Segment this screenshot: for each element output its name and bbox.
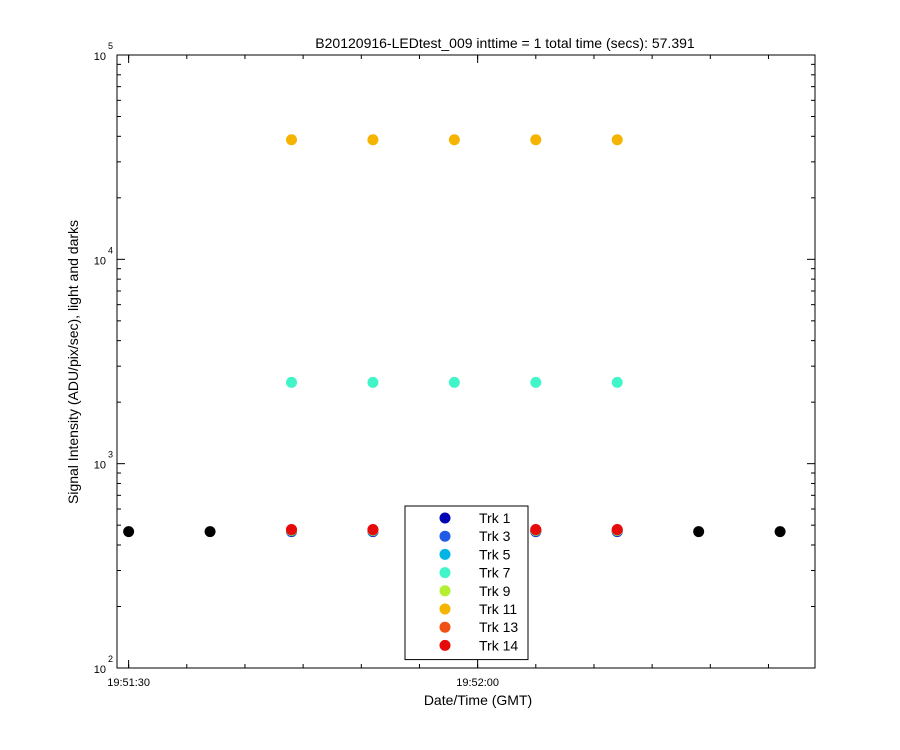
legend-label: Trk 9 [479,583,511,599]
data-point [530,524,542,536]
chart-title: B20120916-LEDtest_009 inttime = 1 total … [315,35,695,51]
y-tick-label-exponent: 3 [108,450,113,460]
legend-label: Trk 7 [479,565,511,581]
data-point [448,376,460,388]
data-point [611,134,623,146]
data-point [367,524,379,536]
data-point [448,134,460,146]
x-axis-label: Date/Time (GMT) [424,692,532,708]
legend: Trk 1 Trk 3 Trk 5 Trk 7 Trk 9 Trk 11 Trk 13 Trk… [404,505,529,661]
data-point [530,134,542,146]
y-axis-label: Signal Intensity (ADU/pix/sec), light an… [65,220,81,504]
legend-marker [439,530,451,542]
y-tick-label-exponent: 2 [108,654,113,664]
data-point [611,376,623,388]
data-point [286,376,297,388]
y-tick-label-base: 10 [94,664,106,676]
data-point [286,524,297,536]
y-tick-label-base: 10 [94,51,106,63]
legend-marker [439,603,451,615]
data-point [367,376,379,388]
data-point [286,134,297,146]
data-point [367,134,379,146]
legend-label: Trk 5 [479,546,511,562]
y-tick-label-exponent: 4 [108,245,113,255]
legend-marker [439,621,451,633]
legend-label: Trk 14 [479,637,518,653]
legend-label: Trk 13 [479,619,518,635]
legend-label: Trk 3 [479,528,511,544]
legend-marker [439,548,451,560]
legend-label: Trk 11 [479,601,517,617]
legend-marker [439,639,451,651]
x-tick-label: 19:51:30 [107,677,150,689]
x-tick-label: 19:52:00 [456,677,499,689]
legend-marker [439,512,451,524]
legend-marker [439,585,451,597]
y-tick-label-base: 10 [94,460,106,472]
data-point [693,526,705,538]
data-point [123,526,135,538]
data-point [530,376,542,388]
data-point [204,526,216,538]
legend-box [404,505,529,661]
data-point [774,526,786,538]
legend-label: Trk 1 [479,510,511,526]
y-tick-label-exponent: 5 [108,41,113,51]
legend-marker [439,567,451,579]
data-point [611,524,623,536]
y-tick-label-base: 10 [94,255,106,267]
